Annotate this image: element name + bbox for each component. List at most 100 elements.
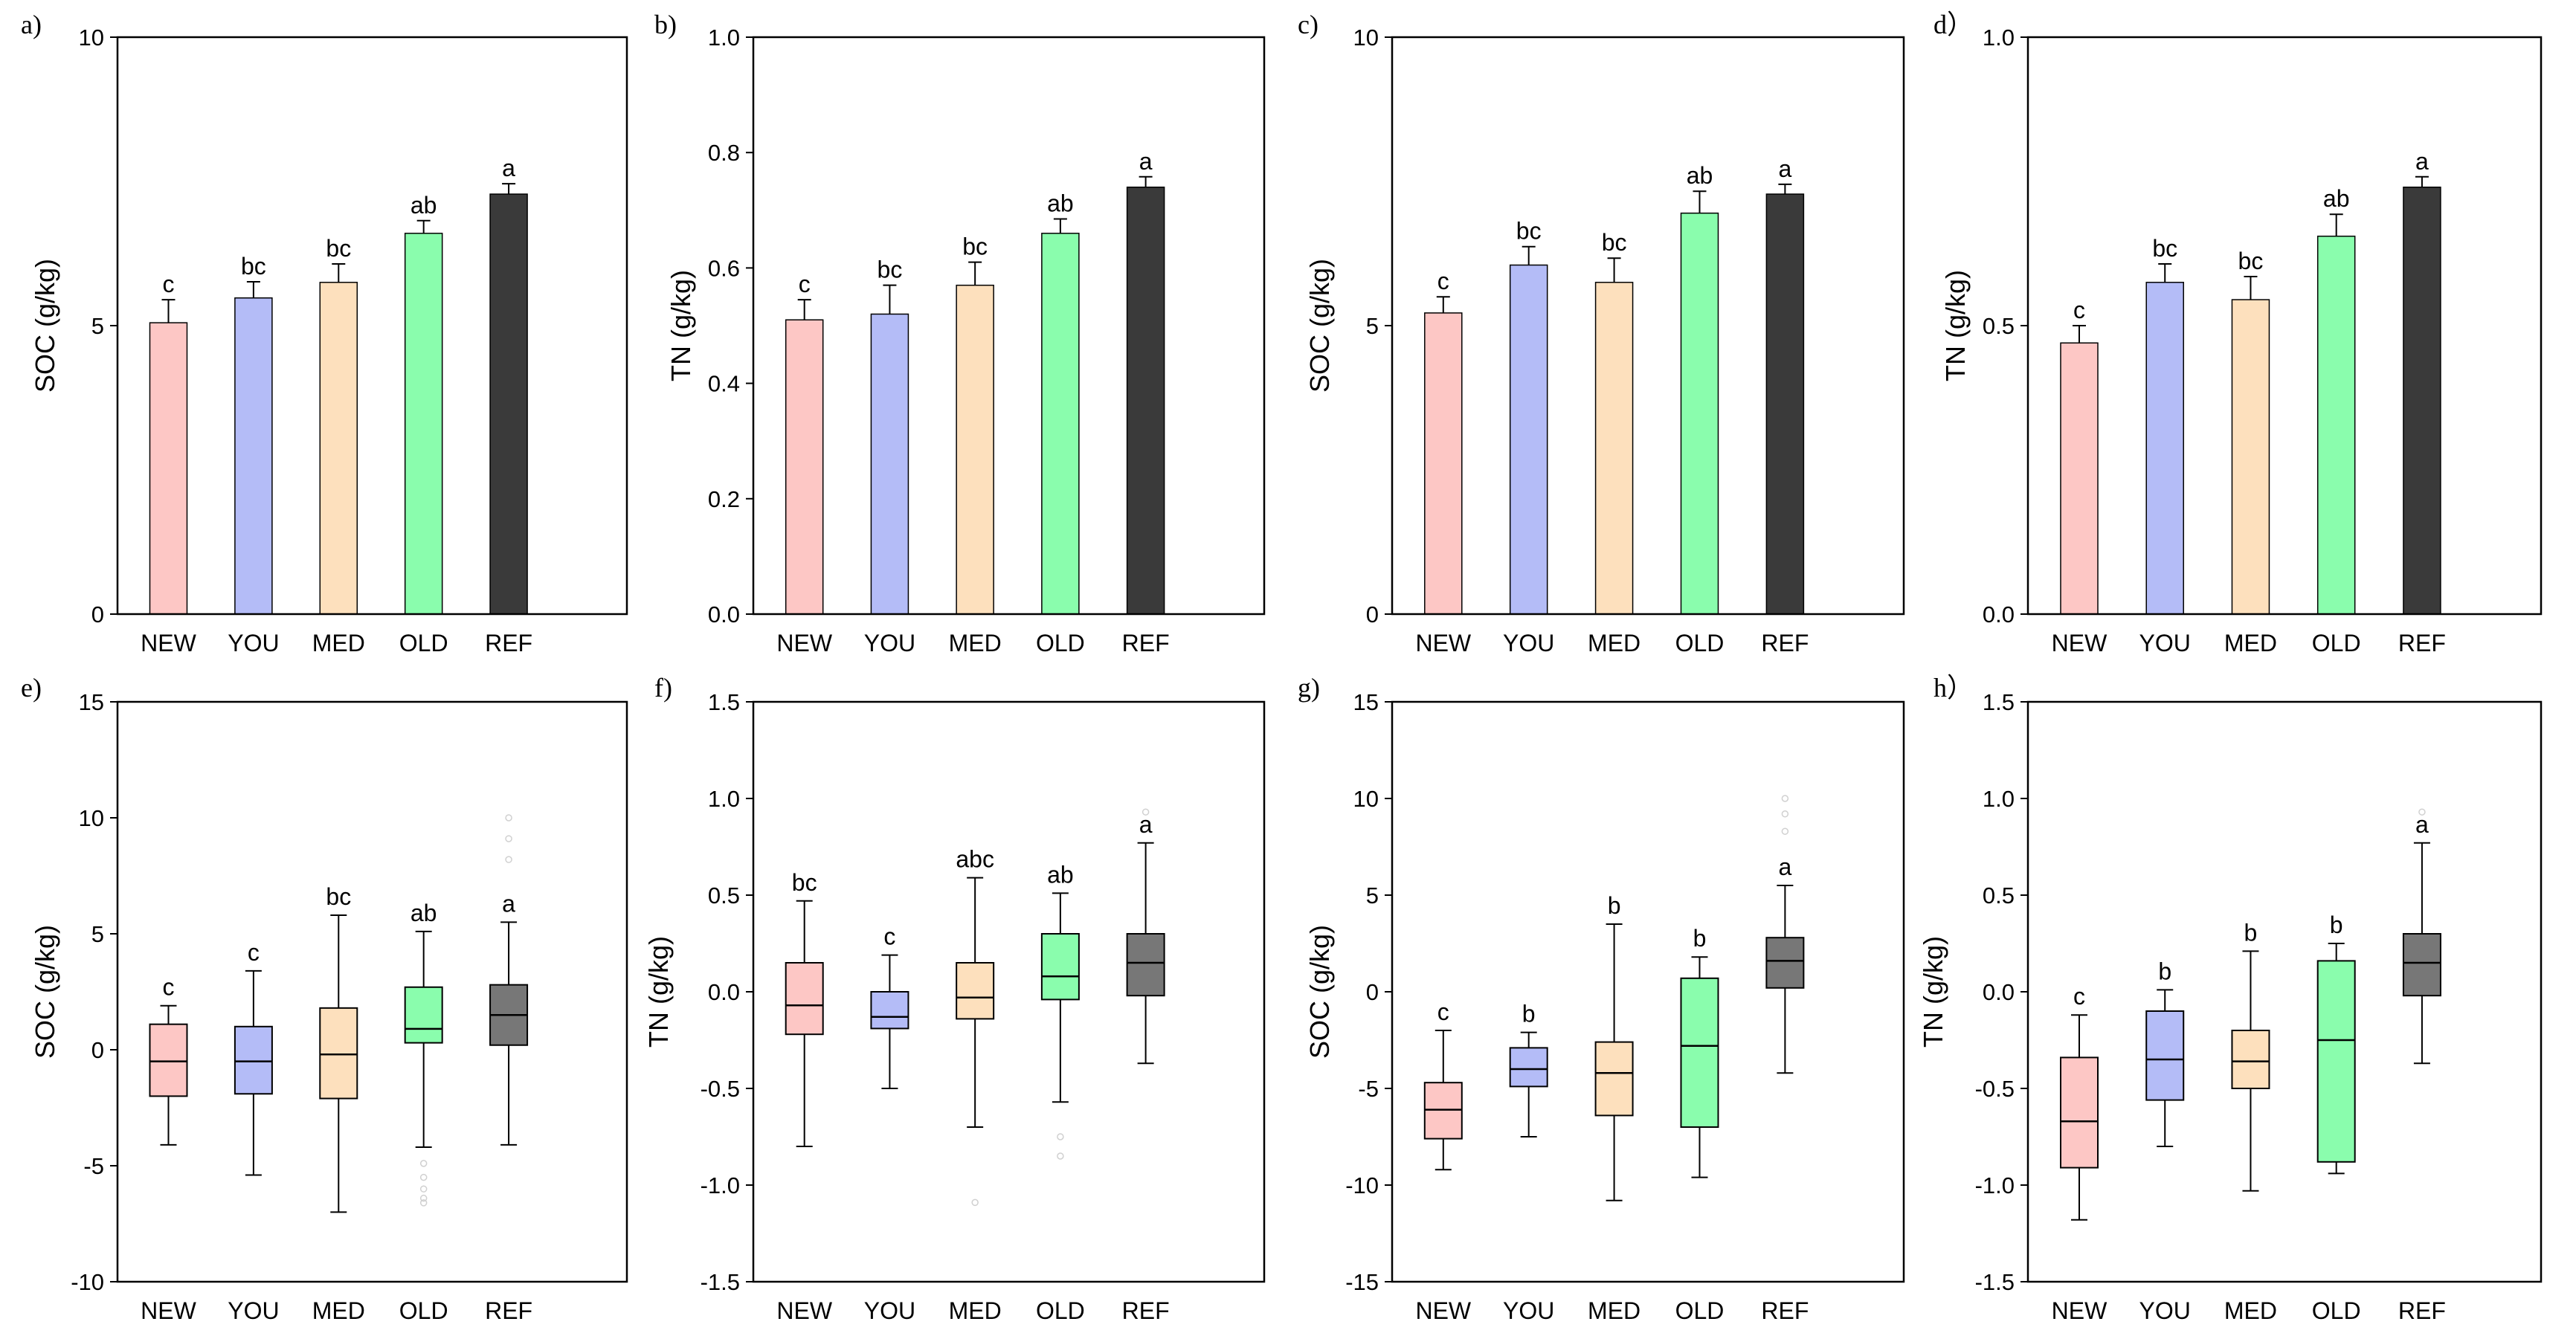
y-axis-label: TN (g/kg) xyxy=(666,270,696,381)
significance-letter: b xyxy=(1693,925,1707,952)
plot-frame xyxy=(2026,36,2543,616)
box-med xyxy=(319,1007,358,1100)
y-tick-label: 10 xyxy=(1353,786,1379,812)
bar-you xyxy=(234,297,273,615)
significance-letter: c xyxy=(1437,268,1449,294)
significance-letter: c xyxy=(248,939,260,966)
x-tick-label: REF xyxy=(1761,1297,1809,1324)
x-tick-label: OLD xyxy=(1036,630,1085,656)
plot-frame xyxy=(752,700,1266,1283)
x-tick-label: NEW xyxy=(2052,630,2108,656)
box-you xyxy=(234,1025,273,1095)
panel-a: a) 0 5 10 SOC (g/kg) c bc bc ab a NEW YOU MED OLD REF xyxy=(21,10,628,656)
panel-label: h） xyxy=(1933,673,1974,703)
y-tick-label: -0.5 xyxy=(701,1076,740,1102)
bar-old xyxy=(1680,212,1719,615)
significance-letter: a xyxy=(2415,148,2429,175)
box-you xyxy=(1509,1047,1548,1088)
outlier-point xyxy=(1057,1152,1064,1160)
panel-label: a) xyxy=(21,10,42,39)
y-tick-label: 10 xyxy=(79,805,104,831)
significance-letter: c xyxy=(1437,998,1449,1025)
significance-letter: c xyxy=(163,974,175,1001)
y-axis-label: SOC (g/kg) xyxy=(1304,925,1335,1059)
bar-old xyxy=(2316,235,2356,615)
y-tick-label: 10 xyxy=(1353,25,1379,51)
y-tick-label: 0.0 xyxy=(708,979,740,1005)
x-tick-label: MED xyxy=(1588,630,1640,656)
x-tick-label: MED xyxy=(312,1297,365,1324)
x-tick-label: OLD xyxy=(1675,1297,1725,1324)
y-axis-label: SOC (g/kg) xyxy=(30,925,60,1059)
plot-frame xyxy=(116,700,628,1283)
x-tick-label: REF xyxy=(485,1297,532,1324)
bar-med xyxy=(319,282,358,615)
panel-b: b) 0.0 0.2 0.4 0.6 0.8 1.0 TN (g/kg) c bc bc ab a NEW… xyxy=(654,10,1266,656)
bar-ref xyxy=(1765,193,1805,615)
y-tick-label: 5 xyxy=(91,313,104,339)
outlier-point xyxy=(505,856,512,863)
x-tick-label: YOU xyxy=(864,630,915,656)
y-tick-label: -1.0 xyxy=(1975,1172,2015,1198)
outlier-point xyxy=(1781,795,1789,802)
y-tick-label: 1.0 xyxy=(708,25,740,51)
x-tick-label: YOU xyxy=(1503,630,1554,656)
panel-label: f) xyxy=(654,673,672,703)
significance-letter: ab xyxy=(1687,162,1713,189)
y-tick-label: 5 xyxy=(1366,882,1379,909)
y-tick-label: -1.0 xyxy=(701,1172,740,1198)
x-tick-label: YOU xyxy=(864,1297,915,1324)
outlier-point xyxy=(419,1173,428,1181)
panel-label: g) xyxy=(1298,673,1320,703)
y-tick-label: 0 xyxy=(91,601,104,627)
y-tick-label: 0.0 xyxy=(708,601,740,627)
panel-d: d） 0.0 0.5 1.0 TN (g/kg) c bc bc ab a NEW YOU MED OLD… xyxy=(1933,10,2543,656)
box-you xyxy=(870,991,909,1030)
x-tick-label: REF xyxy=(1122,1297,1170,1324)
bar-old xyxy=(1041,233,1080,615)
y-tick-label: -10 xyxy=(1345,1172,1379,1198)
significance-letter: b xyxy=(2158,958,2171,984)
outlier-point xyxy=(505,835,512,842)
significance-letter: b xyxy=(1608,892,1621,919)
y-tick-label: 0.4 xyxy=(708,371,740,397)
significance-letter: a xyxy=(1778,155,1791,182)
y-tick-label: 0.0 xyxy=(1983,601,2015,627)
outlier-point xyxy=(2418,808,2426,816)
y-tick-label: 5 xyxy=(91,921,104,947)
box-old xyxy=(2316,960,2356,1163)
significance-letter: a xyxy=(2415,811,2429,838)
significance-letter: a xyxy=(1139,148,1153,175)
significance-letter: a xyxy=(1139,811,1153,838)
x-tick-label: NEW xyxy=(776,630,832,656)
bar-ref xyxy=(2403,187,2441,615)
plot-frame xyxy=(116,36,628,616)
x-tick-label: YOU xyxy=(1503,1297,1554,1324)
x-tick-label: NEW xyxy=(776,1297,832,1324)
x-tick-label: MED xyxy=(949,630,1002,656)
y-axis-label: SOC (g/kg) xyxy=(30,259,60,393)
significance-letter: abc xyxy=(956,846,994,873)
y-tick-label: 1.0 xyxy=(1983,786,2015,812)
bar-you xyxy=(870,313,909,615)
bar-ref xyxy=(489,193,528,615)
x-tick-label: NEW xyxy=(1415,1297,1471,1324)
y-tick-label: 1.5 xyxy=(1983,689,2015,715)
y-tick-label: 0.0 xyxy=(1983,979,2015,1005)
box-new xyxy=(785,962,824,1036)
y-tick-label: 0.8 xyxy=(708,140,740,166)
y-axis-label: TN (g/kg) xyxy=(1918,936,1948,1048)
y-tick-label: 0 xyxy=(1366,979,1379,1005)
box-med xyxy=(956,962,995,1020)
y-tick-label: -5 xyxy=(83,1153,104,1179)
panel-g: g) -15 -10 -5 0 5 10 15 SOC (g/kg) c b b b a NEW YOU MED… xyxy=(1298,673,1905,1324)
x-tick-label: NEW xyxy=(141,1297,196,1324)
significance-letter: c xyxy=(883,923,895,950)
bar-ref xyxy=(1126,187,1165,615)
significance-letter: bc xyxy=(962,233,988,260)
significance-letter: bc xyxy=(2152,235,2177,262)
y-tick-label: 1.0 xyxy=(1983,25,2015,51)
x-tick-label: YOU xyxy=(2139,630,2191,656)
y-axis-label: SOC (g/kg) xyxy=(1304,259,1335,393)
outlier-point xyxy=(419,1194,428,1202)
